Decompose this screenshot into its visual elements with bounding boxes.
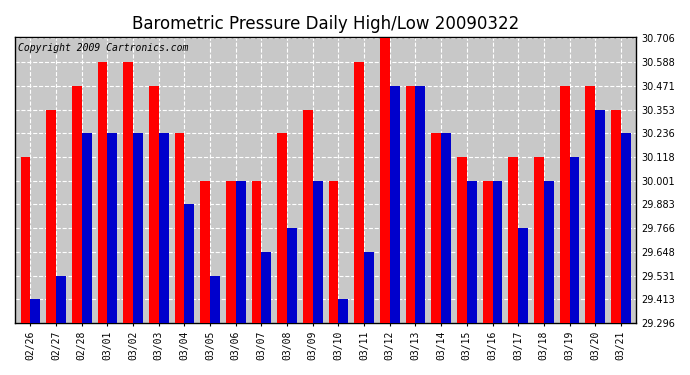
Bar: [81, 133, 92, 323]
Bar: [534, 157, 544, 323]
Bar: [415, 86, 425, 323]
Bar: [339, 299, 348, 323]
Bar: [364, 252, 374, 323]
Bar: [544, 181, 553, 323]
Bar: [509, 157, 518, 323]
Bar: [200, 181, 210, 323]
Bar: [175, 133, 184, 323]
Bar: [149, 86, 159, 323]
Bar: [252, 181, 262, 323]
Bar: [355, 62, 364, 323]
Bar: [226, 181, 236, 323]
Bar: [313, 181, 322, 323]
Bar: [441, 133, 451, 323]
Bar: [108, 133, 117, 323]
Bar: [493, 181, 502, 323]
Bar: [287, 228, 297, 323]
Bar: [46, 110, 56, 323]
Bar: [518, 228, 528, 323]
Bar: [303, 110, 313, 323]
Bar: [595, 110, 605, 323]
Bar: [431, 133, 441, 323]
Bar: [467, 181, 477, 323]
Bar: [262, 252, 271, 323]
Bar: [98, 62, 108, 323]
Bar: [236, 181, 246, 323]
Bar: [380, 38, 390, 323]
Bar: [21, 157, 30, 323]
Bar: [611, 110, 621, 323]
Bar: [56, 276, 66, 323]
Bar: [72, 86, 81, 323]
Text: Copyright 2009 Cartronics.com: Copyright 2009 Cartronics.com: [18, 43, 188, 53]
Bar: [277, 133, 287, 323]
Bar: [210, 276, 220, 323]
Bar: [457, 157, 467, 323]
Bar: [390, 86, 400, 323]
Bar: [483, 181, 493, 323]
Bar: [406, 86, 415, 323]
Bar: [184, 204, 194, 323]
Bar: [560, 86, 569, 323]
Bar: [133, 133, 143, 323]
Bar: [621, 133, 631, 323]
Bar: [585, 86, 595, 323]
Title: Barometric Pressure Daily High/Low 20090322: Barometric Pressure Daily High/Low 20090…: [132, 15, 520, 33]
Bar: [159, 133, 168, 323]
Bar: [30, 299, 40, 323]
Bar: [569, 157, 580, 323]
Bar: [328, 181, 339, 323]
Bar: [124, 62, 133, 323]
